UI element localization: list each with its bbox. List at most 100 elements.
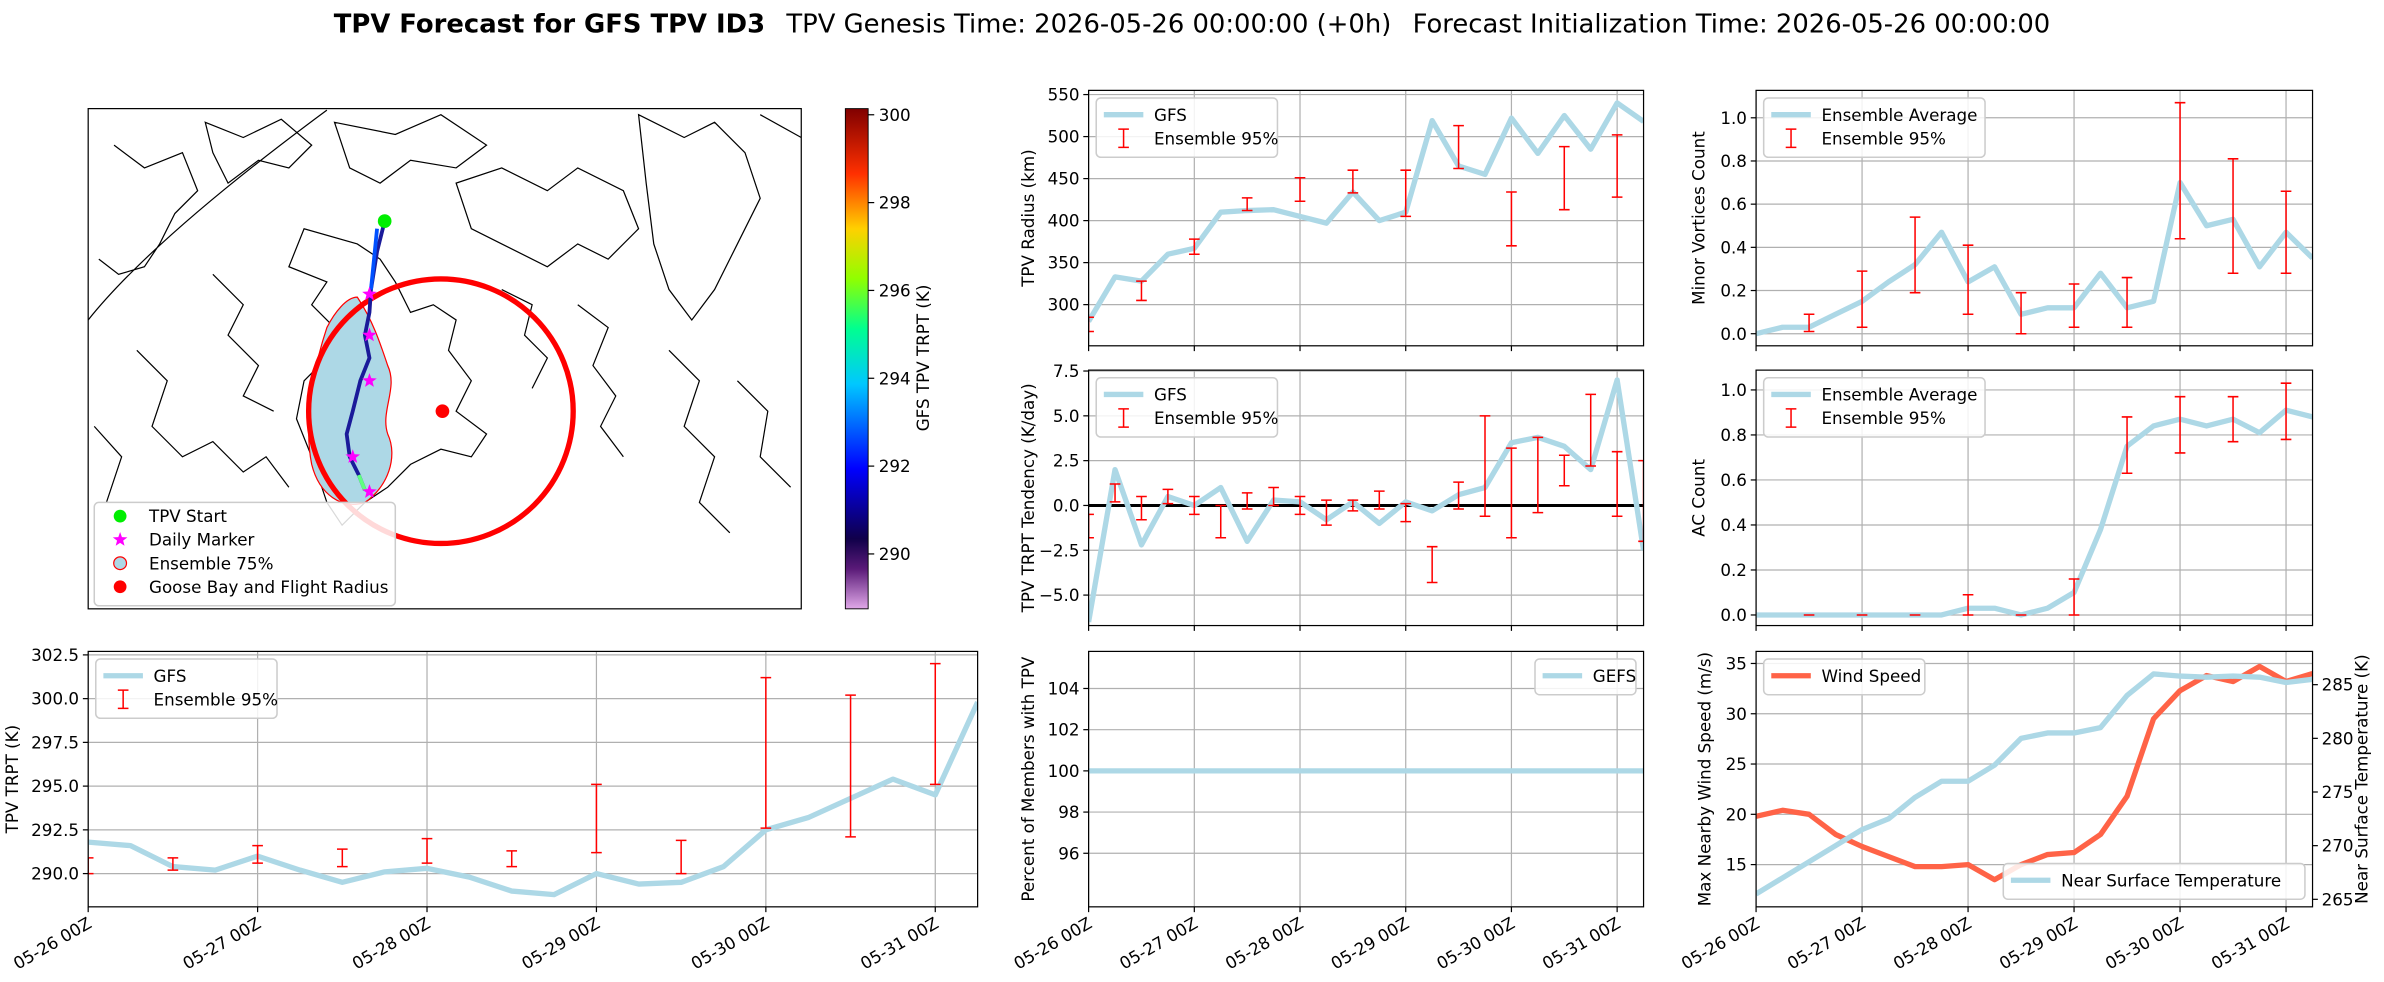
y2-tick-label: 270 xyxy=(2322,836,2354,856)
x-tick-label: 05-28 00Z xyxy=(349,913,434,974)
x-tick-label: 05-26 00Z xyxy=(10,913,95,974)
colorbar-tick-label: 292 xyxy=(879,456,911,476)
error-bar xyxy=(1479,415,1491,517)
y-tick-label: 0.0 xyxy=(1053,496,1080,516)
legend-label: GEFS xyxy=(1593,666,1636,686)
error-bar xyxy=(2068,578,2080,616)
y2-tick-label: 265 xyxy=(2322,889,2354,909)
y-axis-label: Minor Vortices Count xyxy=(1688,131,1708,305)
legend-marker xyxy=(113,580,127,594)
y-tick-label: −2.5 xyxy=(1039,540,1080,560)
error-bar xyxy=(1215,504,1227,539)
y-axis-label: Percent of Members with TPV xyxy=(1018,656,1038,902)
error-bar xyxy=(506,850,518,868)
y-tick-label: 7.5 xyxy=(1053,361,1080,381)
legend-label: Ensemble 75% xyxy=(149,553,273,573)
error-bar xyxy=(1426,545,1438,584)
x-tick-label: 05-28 00Z xyxy=(1890,913,1975,974)
error-bar xyxy=(1453,124,1464,170)
error-bar xyxy=(2174,395,2186,454)
y-tick-label: 290.0 xyxy=(31,864,79,884)
y-tick-label: 0.8 xyxy=(1720,425,1747,445)
legend-label: Ensemble Average xyxy=(1821,105,1977,125)
x-tick-label: 05-31 00Z xyxy=(857,913,942,974)
series-line xyxy=(1088,377,1644,623)
plot-frame xyxy=(1755,369,2314,627)
y-tick-label: 500 xyxy=(1048,127,1080,147)
error-bar xyxy=(1506,191,1517,247)
legend-marker xyxy=(112,532,128,546)
legend-marker xyxy=(113,556,128,571)
error-bar xyxy=(1611,450,1623,517)
error-bar xyxy=(1611,134,1623,198)
error-bar xyxy=(1453,481,1464,510)
goose-bay xyxy=(435,404,450,419)
plot-content xyxy=(1756,90,2313,346)
error-bar xyxy=(675,839,687,875)
error-bar xyxy=(336,848,348,868)
plot-frame xyxy=(1088,369,1645,627)
y-axis-label: Max Nearby Wind Speed (m/s) xyxy=(1694,652,1714,906)
y-tick-label: 0.4 xyxy=(1720,237,1747,257)
error-bar xyxy=(1241,492,1253,510)
colorbar-tick-label: 298 xyxy=(879,193,911,213)
x-tick-label: 05-26 00Z xyxy=(1010,913,1095,974)
y2-tick-label: 280 xyxy=(2322,728,2354,748)
error-bar xyxy=(760,676,772,829)
error-bar xyxy=(167,857,179,871)
error-bar xyxy=(421,837,433,864)
legend-box xyxy=(1762,658,1926,696)
error-bar xyxy=(1088,513,1094,539)
error-bar xyxy=(1400,502,1412,523)
y-tick-label: 295.0 xyxy=(31,776,79,796)
y-axis-label: AC Count xyxy=(1688,459,1708,537)
legend-marker xyxy=(113,509,127,523)
error-bar xyxy=(1321,499,1332,526)
y-tick-label: 0.0 xyxy=(1720,324,1747,344)
error-bar xyxy=(1532,436,1544,514)
y-tick-label: 0.0 xyxy=(1720,605,1747,625)
legend-box xyxy=(1534,658,1637,696)
y-tick-label: 96 xyxy=(1058,843,1079,863)
legend-label: Goose Bay and Flight Radius xyxy=(149,577,388,597)
legend-swatch xyxy=(1785,128,1797,149)
error-bar xyxy=(1241,197,1253,212)
error-bar xyxy=(1856,270,1868,328)
legend-label: Ensemble Average xyxy=(1821,385,1977,405)
legend-label: Ensemble 95% xyxy=(1154,408,1278,428)
error-bar xyxy=(1188,495,1200,516)
error-bar xyxy=(1347,169,1359,194)
coastline xyxy=(88,109,802,534)
y-tick-label: 550 xyxy=(1048,85,1080,105)
error-bar xyxy=(845,694,856,838)
legend-label: Near Surface Temperature xyxy=(2061,870,2281,890)
daily-marker xyxy=(345,449,361,463)
error-bar xyxy=(2121,276,2133,328)
y-tick-label: 100 xyxy=(1048,761,1080,781)
x-tick-label: 05-28 00Z xyxy=(1222,913,1307,974)
error-bar xyxy=(1558,454,1570,487)
title-init: Forecast Initialization Time: 2026-05-26… xyxy=(1413,10,2051,40)
y-tick-label: 1.0 xyxy=(1720,108,1747,128)
y-tick-label: 350 xyxy=(1048,253,1080,273)
legend-label: Ensemble 95% xyxy=(1821,408,1945,428)
y-tick-label: 0.2 xyxy=(1720,281,1747,301)
series-line xyxy=(1756,407,2313,618)
x-tick-label: 05-30 00Z xyxy=(2102,913,2187,974)
plot-frame xyxy=(1088,89,1645,347)
y-tick-label: 300.0 xyxy=(31,689,79,709)
y-axis-label: TPV TRPT (K) xyxy=(2,725,22,835)
daily-marker xyxy=(362,373,377,387)
daily-marker xyxy=(362,327,377,342)
error-bar xyxy=(2280,382,2292,441)
legend-box xyxy=(1762,97,1986,159)
colorbar-tick-label: 290 xyxy=(879,544,911,564)
y2-axis-label: Near Surface Temperature (K) xyxy=(2351,654,2371,903)
error-bar xyxy=(1962,593,1974,616)
y-tick-label: 15 xyxy=(1726,855,1747,875)
error-bar xyxy=(1294,176,1306,203)
error-bar xyxy=(1268,486,1279,507)
error-bar xyxy=(2280,190,2292,275)
tpv-start xyxy=(377,214,392,228)
